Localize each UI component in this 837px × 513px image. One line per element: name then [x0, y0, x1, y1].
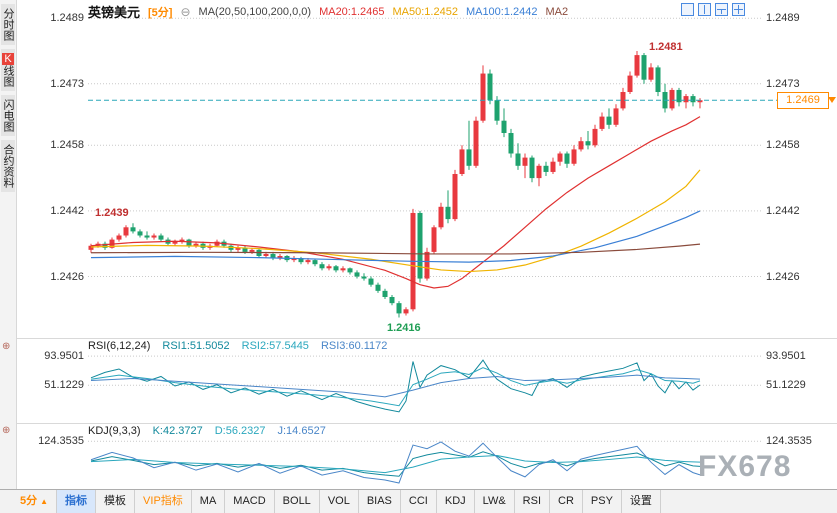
price-annotation-2: 1.2481 — [649, 41, 683, 53]
rsi1-value: RSI1:51.5052 — [162, 340, 230, 352]
toolbar-item-bias[interactable]: BIAS — [359, 490, 401, 513]
symbol-title: 英镑美元 — [88, 5, 141, 20]
rsi-axis-label-right-1: 51.1229 — [766, 379, 806, 392]
chart-layout-icons — [681, 3, 745, 16]
sidebar-tab-time-chart[interactable]: 分时图 — [1, 4, 15, 45]
rsi2-value: RSI2:57.5445 — [241, 340, 309, 352]
kdj-j-value: J:14.6527 — [277, 425, 326, 437]
sidebar-tab-flash-chart[interactable]: 闪电图 — [1, 95, 15, 136]
toolbar-item-settings[interactable]: 设置 — [622, 490, 661, 513]
chart-header: 英镑美元 [5分] ⊖ MA(20,50,100,200,0,0) MA20:1… — [88, 2, 568, 21]
period-label[interactable]: [5分] — [148, 6, 173, 19]
toolbar-item-cr[interactable]: CR — [550, 490, 583, 513]
toolbar-item-ma[interactable]: MA — [192, 490, 226, 513]
toolbar-period-selector[interactable]: 5分 ▲ — [0, 490, 58, 513]
main-axis-label-right-4: 1.2426 — [766, 270, 800, 283]
kdj-params-label[interactable]: KDJ(9,3,3) — [88, 425, 141, 437]
kdj-axis-label-left-0: 124.3535 — [38, 435, 84, 448]
rsi-panel-settings-icon[interactable]: ⊕ — [2, 341, 11, 352]
kdj-header: KDJ(9,3,3) K:42.3727 D:56.2327 J:14.6527 — [88, 425, 326, 437]
ma100-value: MA100:1.2442 — [465, 5, 538, 18]
kdj-d-value: D:56.2327 — [214, 425, 266, 437]
layout-single-pane-icon[interactable] — [681, 3, 694, 16]
toolbar-item-vol[interactable]: VOL — [320, 490, 359, 513]
layout-two-pane-icon[interactable] — [698, 3, 711, 16]
layout-four-pane-icon[interactable] — [732, 3, 745, 16]
ma20-value: MA20:1.2465 — [319, 5, 385, 18]
toolbar-item-cci[interactable]: CCI — [401, 490, 437, 513]
layout-three-pane-icon[interactable] — [715, 3, 728, 16]
ma50-value: MA50:1.2452 — [392, 5, 458, 18]
panel-separator-main-rsi — [16, 338, 837, 339]
last-price-tag: 1.2469 — [777, 92, 829, 110]
period-up-arrow-icon: ▲ — [40, 497, 49, 506]
toolbar-item-lwr[interactable]: LW& — [475, 490, 515, 513]
sidebar-tab-selected-marker: K — [2, 53, 14, 65]
sidebar-tab-contract-info[interactable]: 合约资料 — [1, 140, 15, 192]
ma-settings-label: MA(20,50,100,200,0,0) — [198, 5, 312, 18]
toolbar-item-boll[interactable]: BOLL — [275, 490, 320, 513]
toolbar-item-indicator[interactable]: 指标 — [57, 490, 97, 513]
main-axis-label-left-3: 1.2442 — [50, 204, 84, 217]
toolbar-item-kdj[interactable]: KDJ — [437, 490, 475, 513]
rsi-axis-label-right-0: 93.9501 — [766, 350, 806, 363]
watermark: FX678 — [698, 450, 792, 483]
kdj-k-value: K:42.3727 — [152, 425, 203, 437]
rsi-axis-label-left-0: 93.9501 — [44, 350, 84, 363]
main-axis-label-right-0: 1.2489 — [766, 12, 800, 25]
sidebar-tab-kline-chart[interactable]: K线图 — [1, 49, 15, 91]
kdj-panel-settings-icon[interactable]: ⊕ — [2, 425, 11, 436]
kdj-axis-label-right-0: 124.3535 — [766, 435, 812, 448]
rsi-axis-label-left-1: 51.1229 — [44, 379, 84, 392]
price-annotation-1: 1.2439 — [95, 207, 129, 220]
toolbar-item-rsi[interactable]: RSI — [515, 490, 551, 513]
main-axis-label-left-2: 1.2458 — [50, 139, 84, 152]
main-axis-label-left-0: 1.2489 — [50, 12, 84, 25]
panel-separator-rsi-kdj — [16, 423, 837, 424]
rsi3-value: RSI3:60.1172 — [320, 340, 388, 352]
rsi-params-label[interactable]: RSI(6,12,24) — [88, 340, 151, 352]
toolbar-item-macd[interactable]: MACD — [225, 490, 275, 513]
last-price-marker-icon — [828, 97, 836, 104]
toolbar-item-vip-indicator[interactable]: VIP指标 — [135, 490, 192, 513]
ma200-value-truncated: MA2 — [545, 5, 569, 18]
bottom-toolbar: 5分 ▲ 指标 模板 VIP指标 MA MACD BOLL VOL BIAS CCI KDJ LW& RS… — [0, 489, 837, 513]
main-axis-label-right-3: 1.2442 — [766, 204, 800, 217]
main-axis-label-right-2: 1.2458 — [766, 139, 800, 152]
toolbar-item-psy[interactable]: PSY — [583, 490, 622, 513]
collapse-icon[interactable]: ⊖ — [180, 4, 191, 19]
rsi-header: RSI(6,12,24) RSI1:51.5052 RSI2:57.5445 R… — [88, 340, 387, 352]
main-axis-label-left-4: 1.2426 — [50, 270, 84, 283]
toolbar-item-template[interactable]: 模板 — [96, 490, 136, 513]
price-annotation-3: 1.2416 — [387, 321, 421, 334]
sidebar: 分时图 K线图闪电图合约资料 — [0, 0, 17, 489]
main-axis-label-left-1: 1.2473 — [50, 77, 84, 90]
main-axis-label-right-1: 1.2473 — [766, 77, 800, 90]
